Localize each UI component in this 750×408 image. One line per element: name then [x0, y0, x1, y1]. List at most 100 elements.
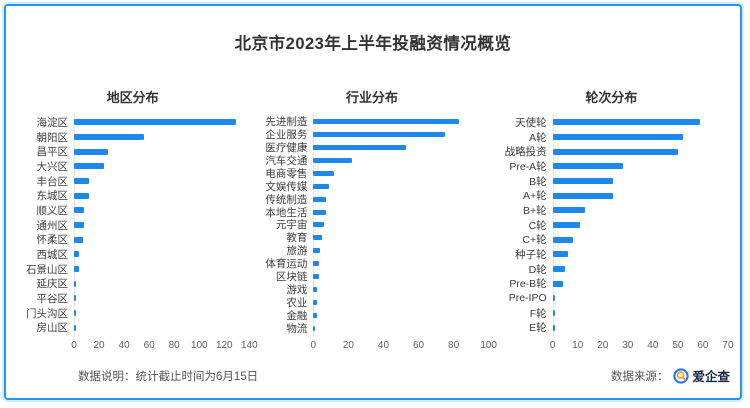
axis-tick-label: 20	[342, 340, 354, 351]
bar-row: 农业	[255, 296, 488, 309]
bar	[552, 178, 613, 185]
bar-row: C+轮	[495, 232, 728, 247]
axis-tick-label: 60	[412, 340, 425, 351]
bar-track	[313, 170, 488, 176]
bar	[552, 119, 701, 126]
bar	[552, 310, 556, 317]
category-label: B+轮	[523, 204, 547, 217]
axis-tick-label: 80	[168, 340, 180, 351]
page-title: 北京市2023年上半年投融资情况概览	[234, 35, 512, 53]
bar-track	[313, 287, 488, 293]
bar	[313, 248, 321, 254]
axis-tick-label: 0	[310, 340, 317, 351]
plot-area: 先进制造 企业服务 医疗健康 汽车交通 电商零售 文娱传媒 传统制造 本地生活 元宇宙 教育 旅游体…	[255, 113, 488, 337]
data-note: 数据说明：统计截止时间为6月15日	[78, 370, 259, 383]
bar-row: 朝阳区	[16, 130, 249, 145]
category-label: 延庆区	[36, 278, 69, 291]
bar-track	[552, 251, 728, 258]
bar	[74, 324, 76, 331]
bar-row: 丰台区	[16, 174, 249, 189]
bar-row: 天使轮	[495, 115, 728, 130]
bar	[74, 251, 79, 258]
bar	[313, 209, 326, 215]
bar-track	[313, 222, 488, 228]
axis-tick-label: 40	[118, 340, 130, 351]
bar-track	[74, 295, 249, 302]
category-label: E轮	[529, 322, 547, 335]
category-label: 先进制造	[265, 115, 308, 128]
bar	[313, 261, 319, 267]
bar-track	[313, 131, 488, 137]
bar-row: 旅游	[255, 244, 488, 257]
bar-row: C轮	[495, 218, 728, 233]
bar-row: E轮	[495, 320, 728, 335]
axis-tick-label: 140	[240, 340, 258, 351]
bar	[74, 134, 145, 140]
bar-row: A轮	[495, 130, 728, 145]
bar	[313, 131, 445, 137]
category-label: 游戏	[286, 284, 308, 297]
category-label: 石景山区	[26, 263, 68, 276]
bar-track	[313, 157, 488, 163]
bar-row: 石景山区	[16, 262, 249, 277]
category-label: 西城区	[36, 248, 69, 261]
bar-track	[74, 192, 249, 199]
category-label: Pre-B轮	[509, 278, 547, 291]
bar-row: 海淀区	[16, 115, 249, 130]
plot-area: 海淀区 朝阳区 昌平区 大兴区 丰台区 东城区 顺义区 通州区 怀柔区 西城区 石景山区 延庆区 平谷区…	[16, 113, 249, 337]
bar-track	[74, 119, 249, 126]
footer: 数据说明：统计截止时间为6月15日 数据来源： 爱企查	[78, 366, 730, 385]
bar-row: 平谷区	[16, 291, 249, 306]
bar-row: 金融	[255, 309, 488, 322]
bar-track	[552, 134, 728, 140]
category-label: F轮	[529, 307, 547, 320]
bar-row: Pre-B轮	[495, 276, 728, 291]
bar	[74, 178, 90, 185]
category-label: 金融	[286, 310, 308, 323]
axis-tick-label: 0	[549, 340, 556, 351]
bar	[74, 192, 90, 199]
bar-track	[74, 266, 249, 273]
bar-row: Pre-IPO	[495, 291, 728, 306]
category-label: 旅游	[286, 245, 308, 258]
bar-row: 先进制造	[255, 115, 488, 128]
charts-row: 地区分布 海淀区 朝阳区 昌平区 大兴区 丰台区 东城区 顺义区 通州区 怀柔区 西城区 石景山区 延庆…	[16, 87, 734, 353]
bar	[552, 207, 586, 214]
bar	[313, 313, 317, 319]
bar-row: 大兴区	[16, 159, 249, 174]
bar	[313, 222, 324, 228]
bar-row: 房山区	[16, 320, 249, 335]
axis-tick-label: 70	[722, 340, 734, 351]
bar-track	[313, 235, 488, 241]
bar-track	[313, 183, 488, 189]
bar	[313, 274, 319, 280]
bar	[313, 157, 352, 163]
bar-track	[313, 274, 488, 280]
bar-row: F轮	[495, 306, 728, 321]
bar	[552, 324, 556, 331]
bar	[552, 266, 566, 273]
infographic-card: 北京市2023年上半年投融资情况概览 地区分布 海淀区 朝阳区 昌平区 大兴区 丰台区 东城…	[4, 4, 742, 400]
bar	[313, 144, 407, 150]
axis-tick-label: 60	[143, 340, 155, 351]
axis-tick-label: 100	[190, 340, 208, 351]
bar	[74, 148, 108, 155]
category-label: A轮	[529, 131, 547, 144]
data-source-brand: 爱企查	[692, 370, 730, 384]
bar	[313, 196, 326, 202]
bar-track	[74, 280, 249, 287]
data-source-label: 数据来源：	[610, 370, 669, 383]
category-label: 房山区	[36, 322, 69, 335]
bar	[552, 251, 568, 258]
axis-tick-label: 30	[622, 340, 634, 351]
axis-tick-label: 100	[480, 340, 497, 351]
category-label: 种子轮	[515, 248, 547, 261]
bar-row: 电商零售	[255, 167, 488, 180]
bar-track	[313, 313, 488, 319]
axis-tick-label: 40	[647, 340, 659, 351]
bar-track	[74, 207, 249, 214]
category-label: 农业	[286, 297, 308, 310]
bar-row: 战略投资	[495, 144, 728, 159]
category-label: 汽车交通	[265, 154, 308, 167]
bar-row: 通州区	[16, 218, 249, 233]
